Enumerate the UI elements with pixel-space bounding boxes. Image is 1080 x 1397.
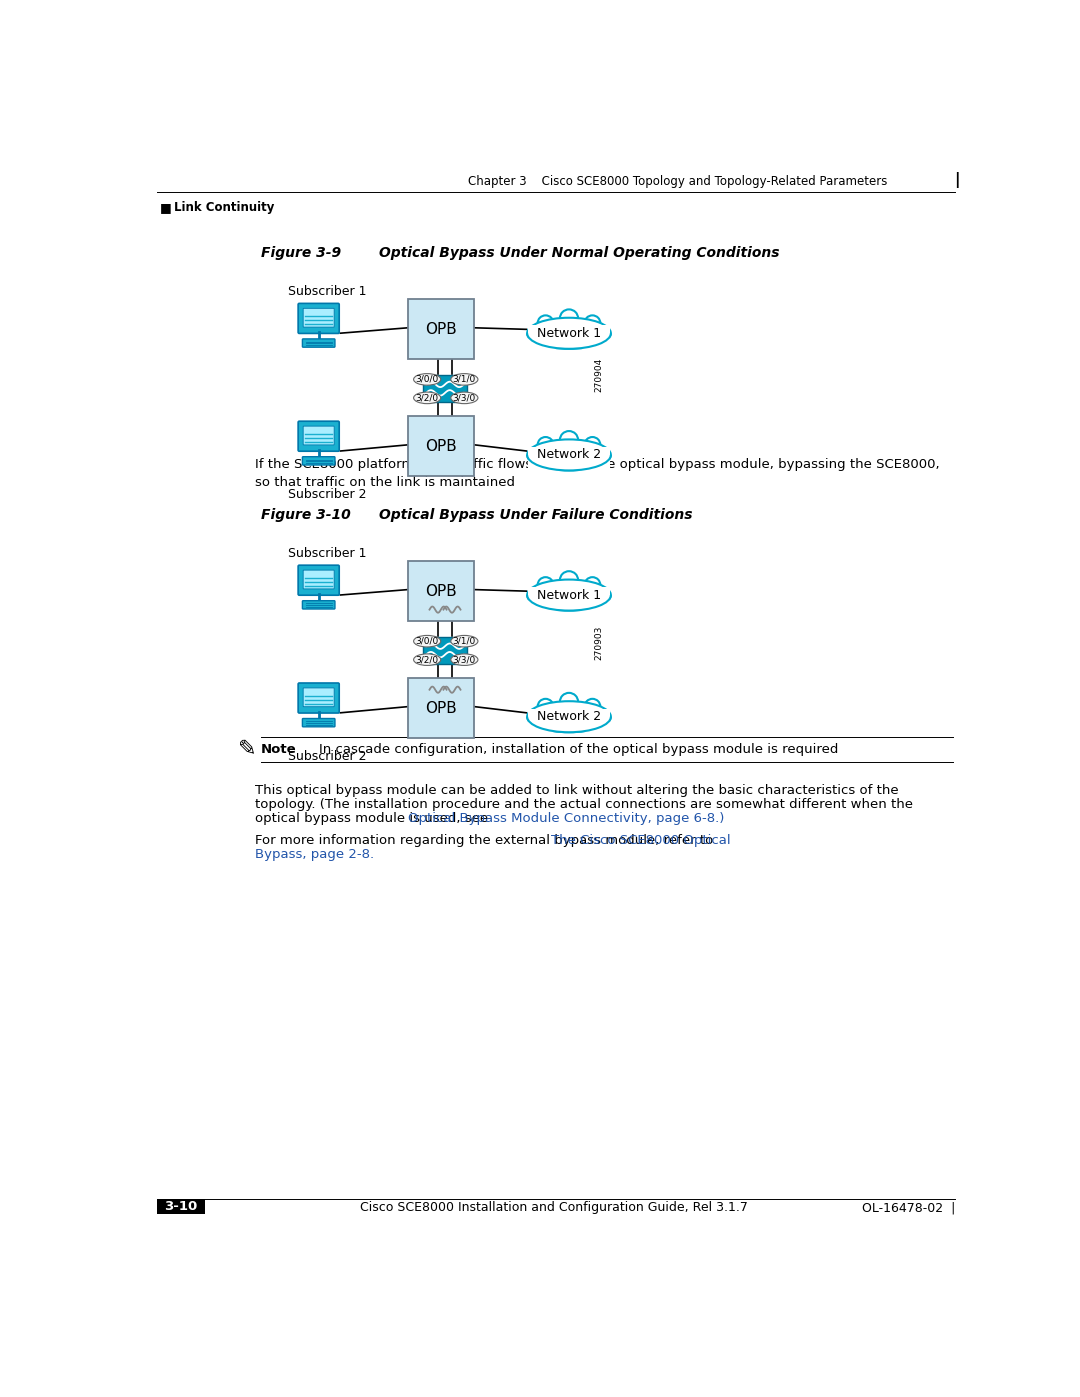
Circle shape bbox=[559, 309, 578, 327]
Text: Figure 3-10: Figure 3-10 bbox=[260, 509, 350, 522]
FancyBboxPatch shape bbox=[528, 326, 610, 349]
Circle shape bbox=[538, 577, 553, 592]
FancyBboxPatch shape bbox=[528, 708, 610, 732]
Text: This optical bypass module can be added to link without altering the basic chara: This optical bypass module can be added … bbox=[255, 784, 899, 798]
Text: 3/2/0: 3/2/0 bbox=[416, 655, 438, 664]
Circle shape bbox=[584, 437, 600, 453]
Ellipse shape bbox=[527, 580, 611, 610]
Circle shape bbox=[559, 571, 578, 590]
Circle shape bbox=[559, 693, 578, 711]
FancyBboxPatch shape bbox=[298, 566, 339, 595]
Circle shape bbox=[538, 316, 553, 331]
FancyBboxPatch shape bbox=[528, 447, 610, 471]
Text: OPB: OPB bbox=[426, 584, 457, 599]
FancyBboxPatch shape bbox=[408, 562, 474, 622]
Text: Note: Note bbox=[260, 743, 296, 756]
Text: Bypass, page 2-8.: Bypass, page 2-8. bbox=[255, 848, 375, 861]
Text: 3/0/0: 3/0/0 bbox=[416, 374, 438, 384]
FancyBboxPatch shape bbox=[302, 339, 335, 348]
FancyBboxPatch shape bbox=[422, 374, 468, 402]
Text: Link Continuity: Link Continuity bbox=[174, 201, 274, 214]
FancyBboxPatch shape bbox=[528, 587, 610, 610]
Text: optical bypass module is used, see: optical bypass module is used, see bbox=[255, 812, 492, 826]
Ellipse shape bbox=[450, 654, 478, 665]
FancyBboxPatch shape bbox=[302, 601, 335, 609]
Text: OPB: OPB bbox=[426, 701, 457, 715]
Ellipse shape bbox=[414, 636, 441, 647]
Text: Network 2: Network 2 bbox=[537, 710, 602, 724]
FancyBboxPatch shape bbox=[298, 422, 339, 451]
FancyBboxPatch shape bbox=[422, 637, 468, 665]
Text: Optical Bypass Under Failure Conditions: Optical Bypass Under Failure Conditions bbox=[379, 509, 692, 522]
Text: Subscriber 2: Subscriber 2 bbox=[287, 488, 366, 502]
Text: Subscriber 1: Subscriber 1 bbox=[287, 285, 366, 298]
FancyBboxPatch shape bbox=[157, 1199, 205, 1214]
Text: The Cisco SCE8000 Optical: The Cisco SCE8000 Optical bbox=[551, 834, 731, 847]
Text: OPB: OPB bbox=[426, 439, 457, 454]
Text: Subscriber 2: Subscriber 2 bbox=[287, 750, 366, 763]
FancyBboxPatch shape bbox=[408, 416, 474, 476]
Ellipse shape bbox=[414, 393, 441, 404]
Ellipse shape bbox=[414, 654, 441, 665]
Text: Figure 3-9: Figure 3-9 bbox=[260, 246, 340, 260]
Text: If the SCE8000 platform fails, traffic flows through the optical bypass module, : If the SCE8000 platform fails, traffic f… bbox=[255, 458, 940, 489]
Circle shape bbox=[584, 316, 600, 331]
Ellipse shape bbox=[450, 393, 478, 404]
Text: In cascade configuration, installation of the optical bypass module is required: In cascade configuration, installation o… bbox=[320, 743, 839, 756]
FancyBboxPatch shape bbox=[408, 678, 474, 738]
Text: 3/2/0: 3/2/0 bbox=[416, 394, 438, 402]
Circle shape bbox=[559, 432, 578, 450]
Text: ✎: ✎ bbox=[238, 739, 257, 759]
FancyBboxPatch shape bbox=[303, 570, 334, 590]
Text: OPB: OPB bbox=[426, 321, 457, 337]
Ellipse shape bbox=[527, 440, 611, 471]
Ellipse shape bbox=[527, 701, 611, 732]
FancyBboxPatch shape bbox=[302, 718, 335, 726]
Text: topology. (The installation procedure and the actual connections are somewhat di: topology. (The installation procedure an… bbox=[255, 798, 913, 812]
Ellipse shape bbox=[450, 636, 478, 647]
Ellipse shape bbox=[414, 373, 441, 386]
FancyBboxPatch shape bbox=[298, 683, 339, 712]
Text: Optical Bypass Module Connectivity, page 6-8.): Optical Bypass Module Connectivity, page… bbox=[407, 812, 724, 826]
Text: 3-10: 3-10 bbox=[164, 1200, 198, 1213]
Circle shape bbox=[538, 698, 553, 715]
Text: 3/1/0: 3/1/0 bbox=[453, 374, 476, 384]
Text: Network 2: Network 2 bbox=[537, 448, 602, 461]
Text: Chapter 3    Cisco SCE8000 Topology and Topology-Related Parameters: Chapter 3 Cisco SCE8000 Topology and Top… bbox=[468, 175, 887, 187]
FancyBboxPatch shape bbox=[303, 426, 334, 444]
Ellipse shape bbox=[450, 373, 478, 386]
FancyBboxPatch shape bbox=[298, 303, 339, 334]
Text: Cisco SCE8000 Installation and Configuration Guide, Rel 3.1.7: Cisco SCE8000 Installation and Configura… bbox=[360, 1201, 747, 1214]
FancyBboxPatch shape bbox=[303, 687, 334, 707]
Circle shape bbox=[584, 698, 600, 715]
Circle shape bbox=[538, 437, 553, 453]
Text: Optical Bypass Under Normal Operating Conditions: Optical Bypass Under Normal Operating Co… bbox=[379, 246, 780, 260]
Text: Network 1: Network 1 bbox=[537, 327, 602, 339]
Text: 270904: 270904 bbox=[594, 358, 603, 393]
Ellipse shape bbox=[527, 317, 611, 349]
Text: 3/3/0: 3/3/0 bbox=[453, 655, 476, 664]
Text: Subscriber 1: Subscriber 1 bbox=[287, 546, 366, 560]
Text: For more information regarding the external bypass module, refer to: For more information regarding the exter… bbox=[255, 834, 717, 847]
Text: Network 1: Network 1 bbox=[537, 588, 602, 602]
Text: 3/3/0: 3/3/0 bbox=[453, 394, 476, 402]
FancyBboxPatch shape bbox=[303, 309, 334, 327]
FancyBboxPatch shape bbox=[302, 457, 335, 465]
Text: 3/0/0: 3/0/0 bbox=[416, 637, 438, 645]
Circle shape bbox=[584, 577, 600, 592]
Text: |: | bbox=[954, 172, 959, 187]
Text: 3/1/0: 3/1/0 bbox=[453, 637, 476, 645]
Text: OL-16478-02  |: OL-16478-02 | bbox=[862, 1201, 955, 1214]
Text: ■: ■ bbox=[160, 201, 172, 214]
Text: 270903: 270903 bbox=[594, 626, 603, 659]
FancyBboxPatch shape bbox=[408, 299, 474, 359]
